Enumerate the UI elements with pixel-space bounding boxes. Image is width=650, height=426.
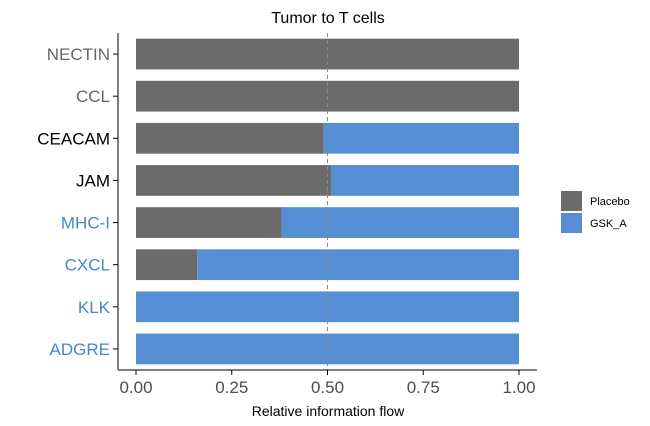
x-tick-label: 1.00 xyxy=(502,378,535,397)
bar-placebo-cxcl xyxy=(136,249,198,281)
category-label: JAM xyxy=(76,171,110,190)
x-tick-label: 0.00 xyxy=(119,378,152,397)
category-label: CCL xyxy=(76,87,110,106)
category-label: CEACAM xyxy=(37,129,110,148)
bar-placebo-ceacam xyxy=(136,122,324,154)
legend-swatch-placebo xyxy=(561,191,582,211)
legend-label: GSK_A xyxy=(590,218,627,230)
category-label: NECTIN xyxy=(47,45,110,64)
category-label: CXCL xyxy=(65,256,110,275)
category-label: MHC-I xyxy=(61,214,110,233)
legend-swatch-gsk_a xyxy=(561,213,582,233)
category-label: KLK xyxy=(78,298,111,317)
x-tick-label: 0.75 xyxy=(407,378,440,397)
bar-placebo-jam xyxy=(136,165,332,196)
bar-gsk_a-jam xyxy=(331,165,519,196)
bar-gsk_a-mhc-i xyxy=(281,207,519,238)
legend: Placebo GSK_A xyxy=(561,191,630,233)
plot-area xyxy=(136,38,519,365)
x-tick-label: 0.25 xyxy=(215,378,248,397)
bar-placebo-mhc-i xyxy=(136,207,282,238)
category-labels: NECTIN CCL CEACAM JAM MHC-I CXCL KLK ADGRE xyxy=(37,45,118,359)
bar-gsk_a-ceacam xyxy=(323,122,519,154)
x-tick-label: 0.50 xyxy=(311,378,344,397)
x-axis-label: Relative information flow xyxy=(252,403,405,419)
chart-title: Tumor to T cells xyxy=(271,10,385,27)
legend-label: Placebo xyxy=(590,196,630,208)
bar-gsk_a-cxcl xyxy=(197,249,519,281)
x-ticks: 0.00 0.25 0.50 0.75 1.00 xyxy=(119,370,536,397)
category-label: ADGRE xyxy=(50,340,110,359)
